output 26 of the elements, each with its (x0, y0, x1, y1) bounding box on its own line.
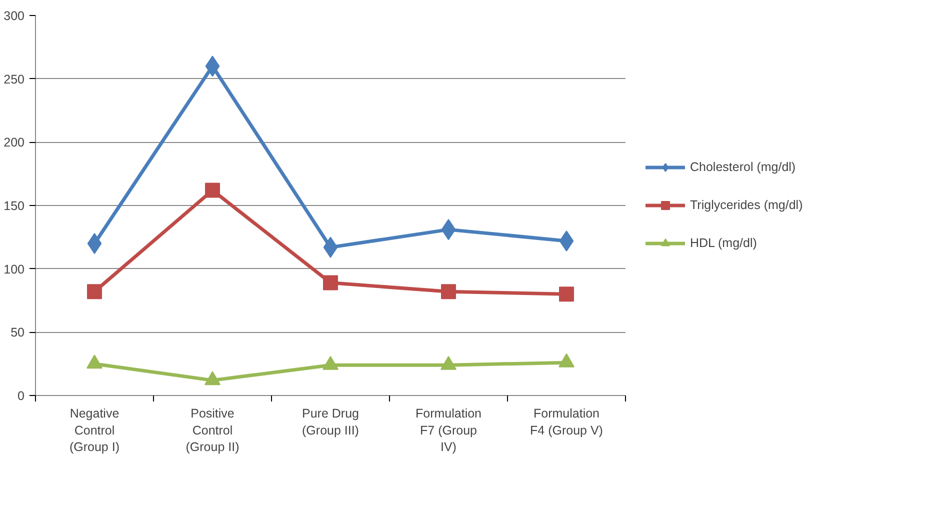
x-tick-label: Formulation F4 (Group V) (530, 406, 603, 438)
point (440, 356, 456, 370)
point (87, 233, 102, 254)
point (87, 284, 102, 300)
y-tick-label: 200 (4, 136, 25, 150)
point (322, 356, 338, 370)
x-tick-label: Positive Control (Group II) (186, 406, 240, 454)
legend-label: Cholesterol (mg/dl) (690, 160, 796, 174)
x-tick-label: Formulation F7 (Group IV) (416, 406, 482, 454)
point (86, 354, 102, 369)
y-tick-label: 300 (4, 9, 25, 23)
point (204, 371, 220, 386)
x-tick-label: Negative Control (Group I) (69, 406, 120, 454)
point (441, 284, 456, 300)
legend-label: HDL (mg/dl) (690, 236, 757, 250)
legend-label: Triglycerides (mg/dl) (690, 198, 803, 212)
point (205, 182, 220, 198)
point (323, 275, 338, 290)
y-tick-label: 100 (4, 262, 25, 276)
point (558, 353, 574, 368)
x-tick-label: Pure Drug (Group III) (302, 406, 360, 438)
y-tick-label: 0 (18, 389, 25, 403)
y-tick-label: 50 (10, 326, 25, 340)
y-tick-label: 150 (4, 199, 25, 213)
point (559, 286, 574, 302)
y-tick-label: 250 (4, 72, 25, 86)
